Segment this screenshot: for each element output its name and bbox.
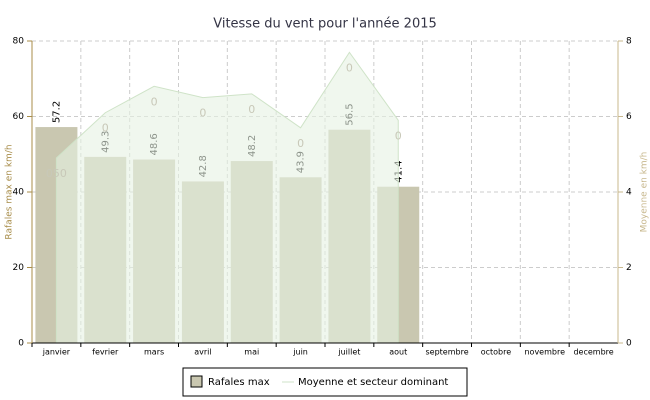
point-label: 0 [248,103,255,116]
legend-label: Moyenne et secteur dominant [298,377,448,388]
x-tick-label: mars [144,348,164,357]
y2-tick-label: 0 [626,339,632,349]
x-tick-label: decembre [573,348,613,357]
legend-label: Rafales max [208,377,270,388]
value-label: 57.2 [51,101,62,123]
x-tick-label: aout [389,348,407,357]
y-tick-label: 20 [13,263,25,273]
legend-swatch [190,375,203,388]
y2-tick-label: 8 [626,37,632,47]
point-label: 0 [102,122,109,135]
x-tick-label: mai [244,348,259,357]
y2-tick-label: 2 [626,263,632,273]
x-tick-label: avril [194,348,211,357]
y-tick-label: 80 [13,37,25,47]
x-tick-label: juillet [337,348,360,357]
x-tick-label: novembre [524,348,565,357]
chart-title: Vitesse du vent pour l'année 2015 [213,17,437,32]
point-label: 0 [346,61,353,74]
point-label: 0 [297,137,304,150]
x-tick-label: juin [292,348,308,357]
y-axis-label: Rafales max en km/h [5,144,15,239]
x-tick-label: octobre [481,348,512,357]
x-tick-label: janvier [42,348,71,357]
y-tick-label: 0 [18,339,24,349]
y-tick-label: 40 [13,188,25,198]
y2-axis-label: Moyenne en km/h [640,152,650,233]
y2-tick-label: 6 [626,112,632,122]
y-tick-label: 60 [13,112,25,122]
point-label: 0 [395,129,402,142]
x-tick-label: fevrier [92,348,119,357]
legend [182,367,468,397]
x-tick-label: septembre [426,348,469,357]
point-label: 0 [151,95,158,108]
point-label: 050 [46,167,67,180]
y2-tick-label: 4 [626,188,632,198]
point-label: 0 [199,107,206,120]
